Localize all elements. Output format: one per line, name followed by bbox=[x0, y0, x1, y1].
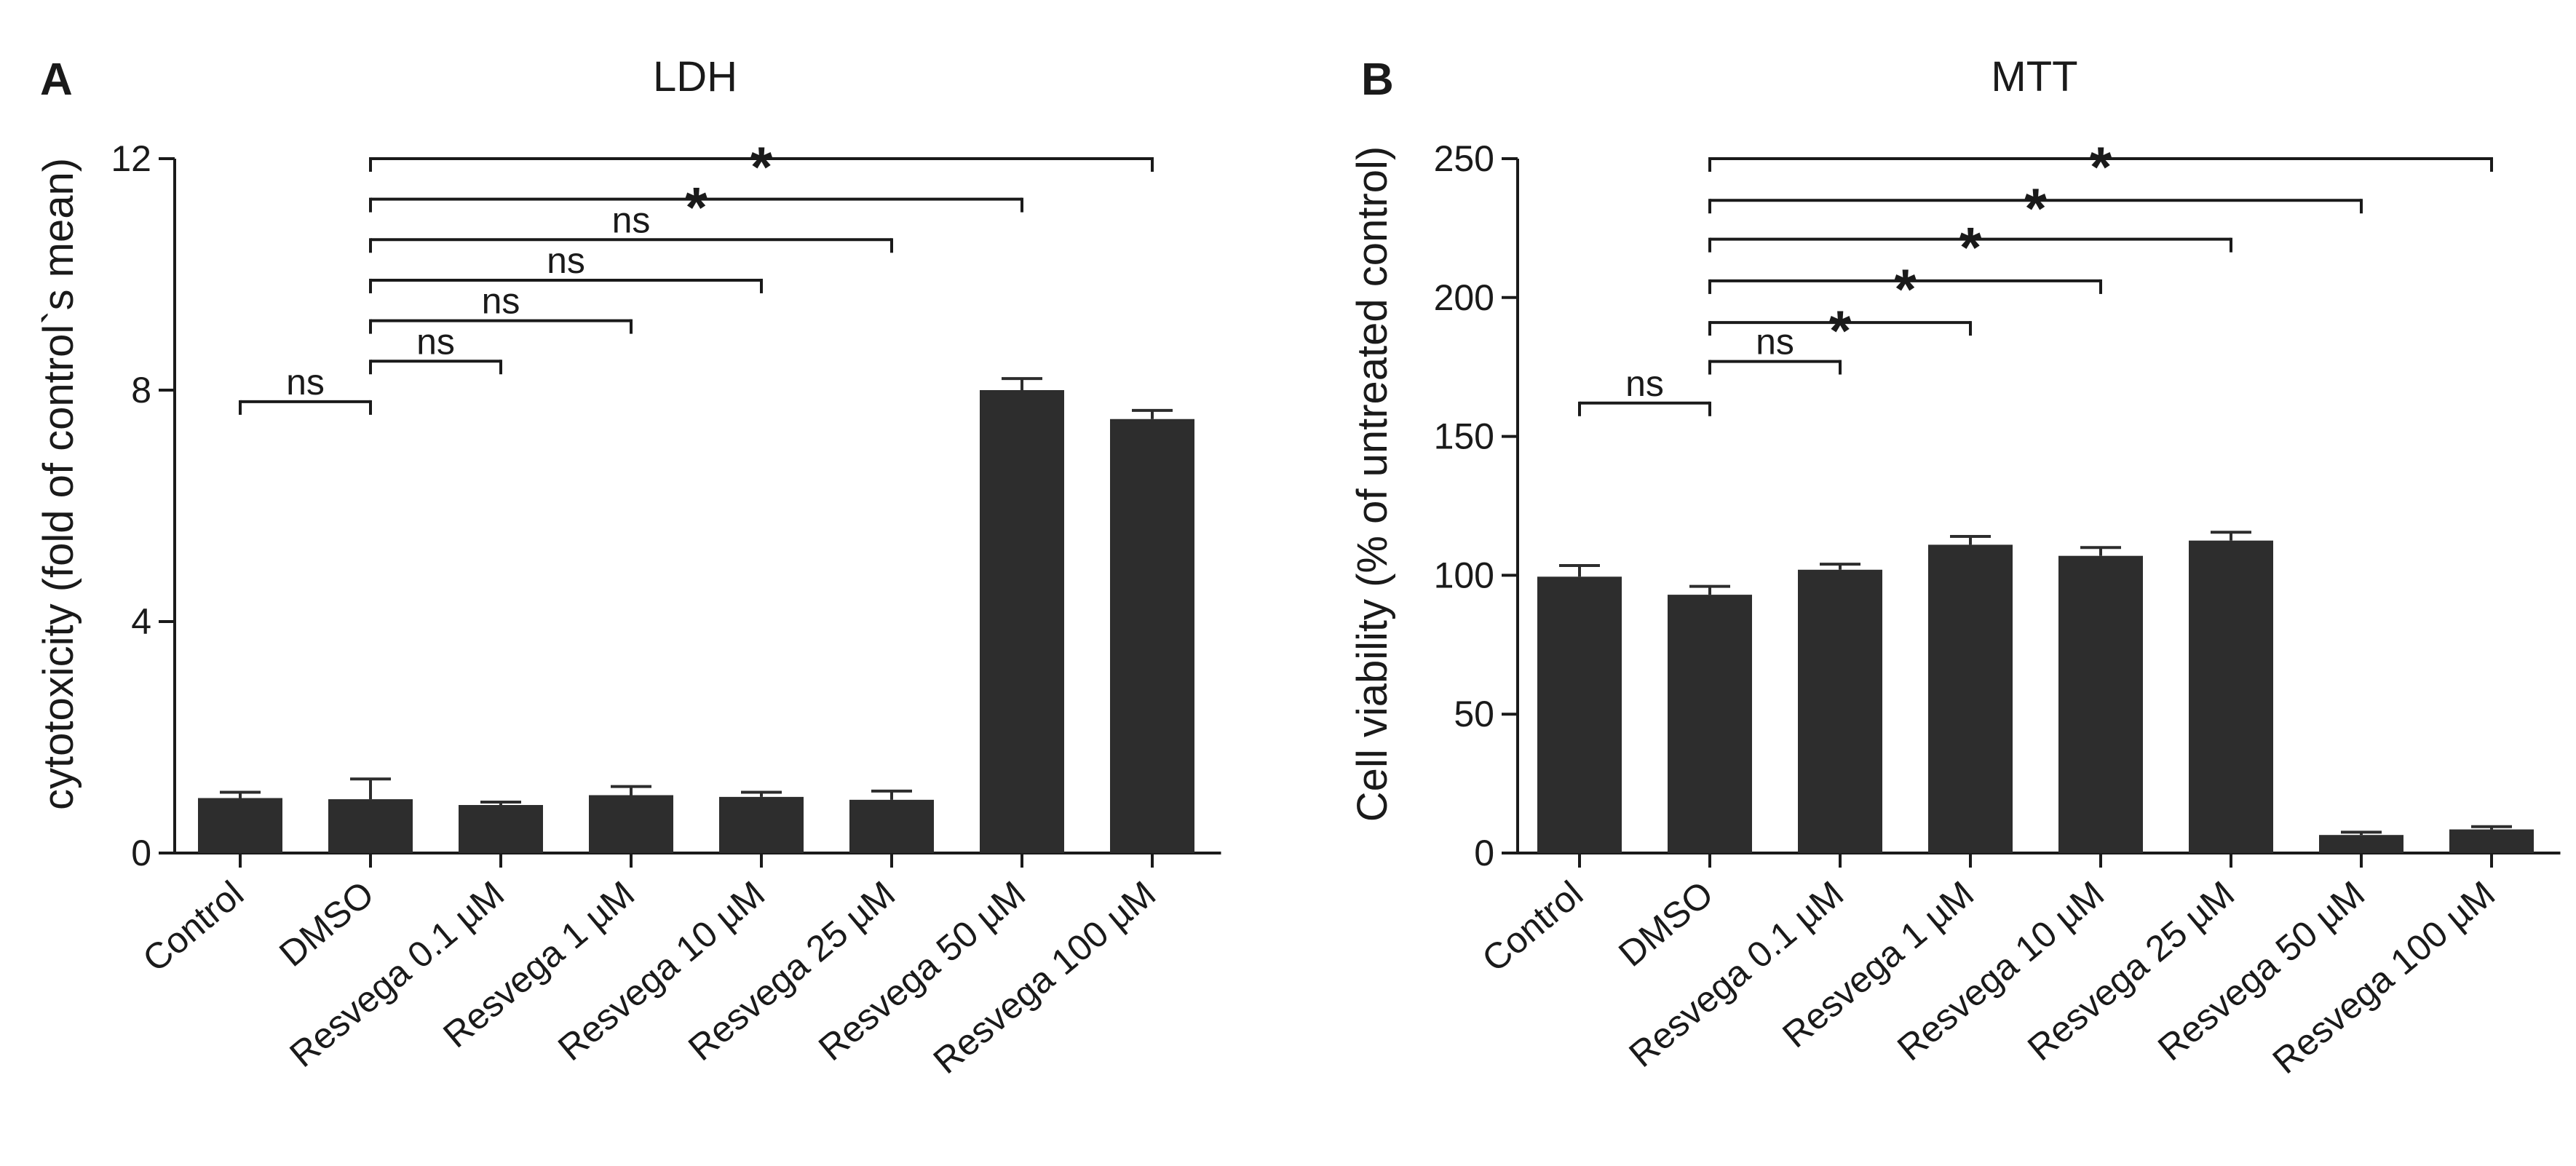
y-tick-label: 200 bbox=[1434, 277, 1494, 318]
category-label: Control bbox=[1475, 873, 1590, 980]
significance-label: * bbox=[2090, 135, 2112, 199]
category-label: Control bbox=[135, 873, 251, 980]
bar bbox=[1537, 576, 1622, 853]
bar bbox=[2189, 540, 2273, 853]
category-label: DMSO bbox=[1611, 873, 1721, 975]
panel-label: A bbox=[40, 55, 73, 105]
significance-label: * bbox=[685, 175, 708, 239]
y-tick-label: 4 bbox=[131, 601, 151, 642]
bar bbox=[1110, 419, 1194, 853]
panel-a: A LDH cytotoxicity (fold of control`s me… bbox=[35, 53, 1221, 1082]
bar bbox=[328, 799, 413, 853]
significance-label: ns bbox=[612, 199, 651, 240]
y-tick-label: 100 bbox=[1434, 555, 1494, 595]
y-tick-label: 12 bbox=[111, 138, 151, 179]
significance-label: ns bbox=[547, 240, 585, 281]
bar bbox=[1928, 544, 2013, 853]
y-tick-label: 0 bbox=[1474, 833, 1494, 873]
significance-label: * bbox=[1829, 298, 1852, 362]
category-label: Resvega 0.1 µM bbox=[282, 873, 512, 1076]
significance-label: * bbox=[1959, 215, 1982, 279]
significance-label: ns bbox=[286, 362, 325, 402]
bar bbox=[589, 795, 673, 853]
bar bbox=[459, 805, 543, 853]
significance-label: ns bbox=[416, 321, 455, 362]
panel-b: B MTT Cell viability (% of untreated con… bbox=[1349, 53, 2561, 1082]
bar bbox=[719, 796, 804, 853]
y-tick-label: 250 bbox=[1434, 138, 1494, 179]
significance-label: * bbox=[750, 135, 773, 199]
category-label: DMSO bbox=[272, 873, 381, 975]
category-label: Resvega 100 µM bbox=[2265, 873, 2502, 1082]
bar bbox=[2058, 555, 2143, 853]
bar bbox=[1668, 595, 1752, 853]
bar bbox=[2319, 835, 2403, 853]
y-axis-label: cytotoxicity (fold of control`s mean) bbox=[35, 158, 82, 810]
significance-label: ns bbox=[1756, 322, 1794, 362]
y-tick-label: 0 bbox=[131, 833, 151, 873]
category-label: Resvega 100 µM bbox=[926, 873, 1163, 1082]
significance-label: ns bbox=[1625, 363, 1664, 404]
bar bbox=[2449, 829, 2534, 853]
y-tick-label: 8 bbox=[131, 370, 151, 411]
y-tick-label: 50 bbox=[1454, 694, 1494, 734]
chart-title: LDH bbox=[653, 53, 737, 100]
bar bbox=[980, 390, 1064, 853]
category-label: Resvega 0.1 µM bbox=[1621, 873, 1851, 1076]
significance-label: ns bbox=[482, 281, 520, 322]
bar bbox=[198, 798, 282, 853]
bar bbox=[849, 799, 934, 853]
significance-label: * bbox=[1894, 257, 1917, 321]
bar bbox=[1798, 569, 1882, 853]
panel-label: B bbox=[1361, 55, 1394, 105]
y-tick-label: 150 bbox=[1434, 416, 1494, 457]
significance-label: * bbox=[2024, 176, 2047, 240]
chart-title: MTT bbox=[1991, 53, 2077, 100]
y-axis-label: Cell viability (% of untreated control) bbox=[1349, 146, 1396, 822]
